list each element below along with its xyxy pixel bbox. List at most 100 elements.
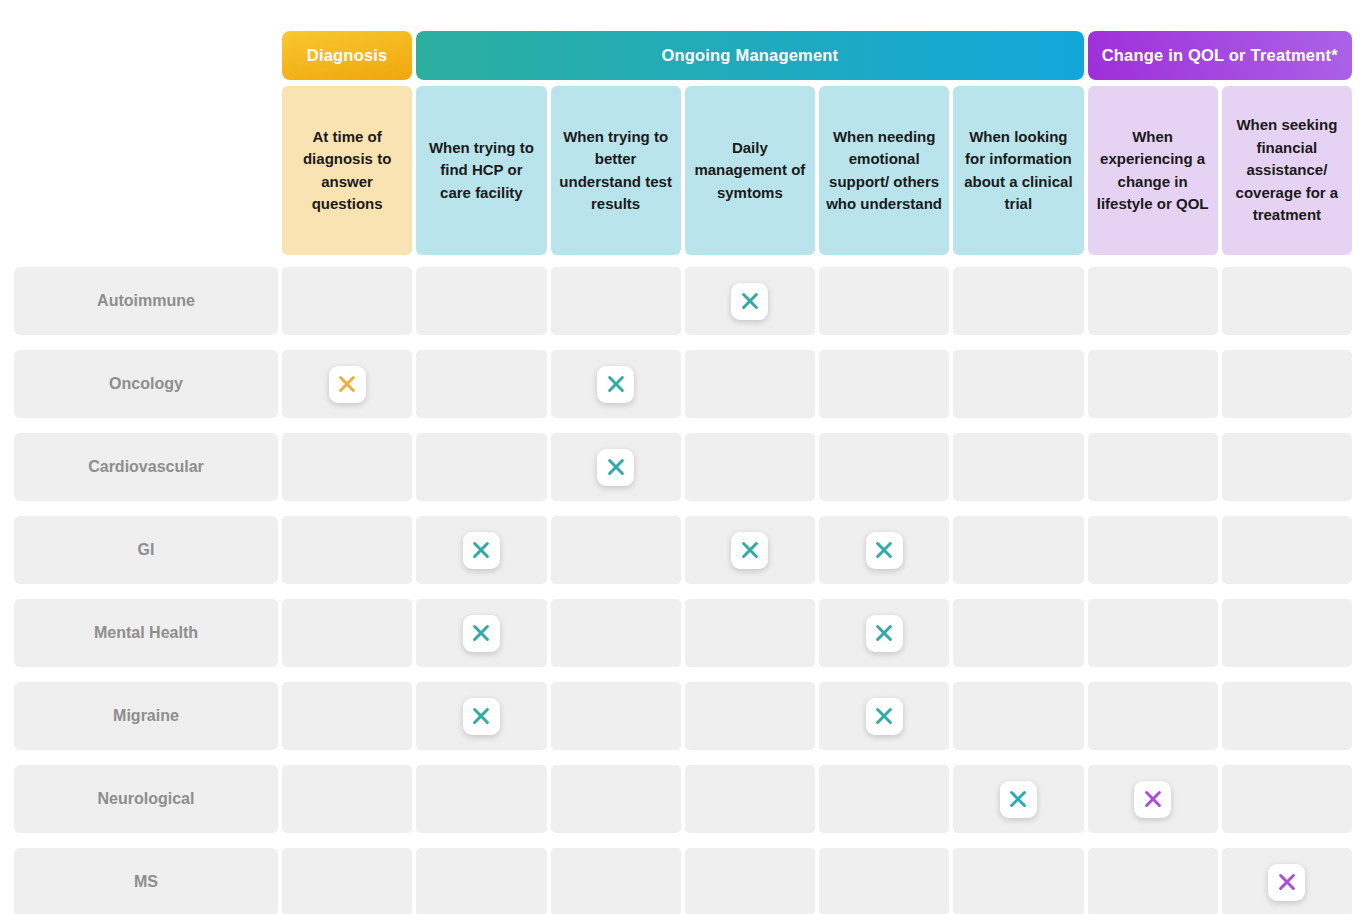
x-mark-icon <box>1134 781 1171 818</box>
column-header-2: When trying to find HCP or care facility <box>416 86 546 255</box>
column-header-8: When seeking financial assistance/ cover… <box>1222 86 1352 255</box>
matrix-cell <box>1222 599 1352 667</box>
matrix-cell <box>551 516 681 584</box>
matrix-cell <box>416 848 546 914</box>
x-mark-icon <box>463 698 500 735</box>
x-mark-icon <box>597 366 634 403</box>
matrix-cell <box>1222 433 1352 501</box>
matrix-cell <box>819 599 949 667</box>
row-label: Cardiovascular <box>14 433 278 501</box>
matrix-cell <box>282 682 412 750</box>
matrix-row: Cardiovascular <box>14 433 1352 501</box>
row-label: GI <box>14 516 278 584</box>
x-mark-icon <box>329 366 366 403</box>
matrix-cell <box>1222 682 1352 750</box>
matrix-cell <box>953 350 1083 418</box>
matrix-row: Oncology <box>14 350 1352 418</box>
column-header-3: When trying to better understand test re… <box>551 86 681 255</box>
matrix-cell <box>685 848 815 914</box>
matrix-cell <box>685 267 815 335</box>
matrix-cell <box>551 599 681 667</box>
matrix-cell <box>416 516 546 584</box>
matrix-cell <box>416 350 546 418</box>
matrix-cell <box>551 267 681 335</box>
matrix-cell <box>1222 350 1352 418</box>
x-mark-icon <box>866 615 903 652</box>
matrix-cell <box>282 599 412 667</box>
matrix-cell <box>282 765 412 833</box>
x-mark-icon <box>463 532 500 569</box>
matrix-cell <box>819 682 949 750</box>
matrix-cell <box>685 433 815 501</box>
x-mark-icon <box>597 449 634 486</box>
x-mark-icon <box>1000 781 1037 818</box>
matrix-cell <box>1222 267 1352 335</box>
row-label: Oncology <box>14 350 278 418</box>
matrix-row: Neurological <box>14 765 1352 833</box>
matrix-cell <box>819 267 949 335</box>
matrix-cell <box>685 599 815 667</box>
matrix-cell <box>953 599 1083 667</box>
matrix-cell <box>1088 516 1218 584</box>
matrix-cell <box>953 765 1083 833</box>
column-header-6: When looking for information about a cli… <box>953 86 1083 255</box>
matrix-row: Autoimmune <box>14 267 1352 335</box>
group-header-3: Change in QOL or Treatment* <box>1088 31 1353 80</box>
matrix-cell <box>551 682 681 750</box>
matrix-cell <box>551 350 681 418</box>
matrix-cell <box>685 682 815 750</box>
row-label: Mental Health <box>14 599 278 667</box>
matrix-cell <box>1088 599 1218 667</box>
matrix-cell <box>953 682 1083 750</box>
matrix-cell <box>282 350 412 418</box>
x-mark-icon <box>731 532 768 569</box>
matrix-cell <box>282 267 412 335</box>
matrix-cell <box>685 765 815 833</box>
row-label: Neurological <box>14 765 278 833</box>
matrix-cell <box>953 433 1083 501</box>
matrix-cell <box>819 350 949 418</box>
matrix-cell <box>1088 765 1218 833</box>
matrix-cell <box>1088 350 1218 418</box>
column-header-7: When experiencing a change in lifestyle … <box>1088 86 1218 255</box>
matrix-cell <box>953 267 1083 335</box>
matrix-cell <box>953 848 1083 914</box>
matrix-cell <box>282 848 412 914</box>
matrix-cell <box>685 516 815 584</box>
matrix-body: Autoimmune Oncology Cardiovascular GI Mental… <box>14 267 1352 914</box>
matrix-cell <box>819 516 949 584</box>
matrix-row: GI <box>14 516 1352 584</box>
group-header-row: DiagnosisOngoing ManagementChange in QOL… <box>14 31 1352 80</box>
matrix-cell <box>685 350 815 418</box>
x-mark-icon <box>463 615 500 652</box>
matrix-cell <box>819 433 949 501</box>
matrix-cell <box>416 599 546 667</box>
x-mark-icon <box>866 532 903 569</box>
matrix-cell <box>282 433 412 501</box>
matrix-cell <box>819 765 949 833</box>
x-mark-icon <box>1268 864 1305 901</box>
condition-journey-matrix: DiagnosisOngoing ManagementChange in QOL… <box>14 31 1352 914</box>
column-header-5: When needing emotional support/ others w… <box>819 86 949 255</box>
matrix-cell <box>1222 848 1352 914</box>
matrix-cell <box>819 848 949 914</box>
header-spacer <box>14 31 278 80</box>
matrix-row: Migraine <box>14 682 1352 750</box>
group-header-1: Diagnosis <box>282 31 412 80</box>
x-mark-icon <box>731 283 768 320</box>
header-spacer <box>14 86 278 255</box>
column-header-1: At time of diagnosis to answer questions <box>282 86 412 255</box>
column-header-4: Daily management of symtoms <box>685 86 815 255</box>
matrix-cell <box>1088 848 1218 914</box>
matrix-cell <box>551 765 681 833</box>
matrix-cell <box>551 848 681 914</box>
x-mark-icon <box>866 698 903 735</box>
group-header-2: Ongoing Management <box>416 31 1083 80</box>
matrix-cell <box>953 516 1083 584</box>
matrix-cell <box>416 267 546 335</box>
infographic-page: { "chart_data": { "type": "table", "titl… <box>0 0 1369 914</box>
matrix-cell <box>1222 516 1352 584</box>
matrix-cell <box>416 765 546 833</box>
matrix-cell <box>551 433 681 501</box>
column-header-row: At time of diagnosis to answer questions… <box>14 86 1352 255</box>
